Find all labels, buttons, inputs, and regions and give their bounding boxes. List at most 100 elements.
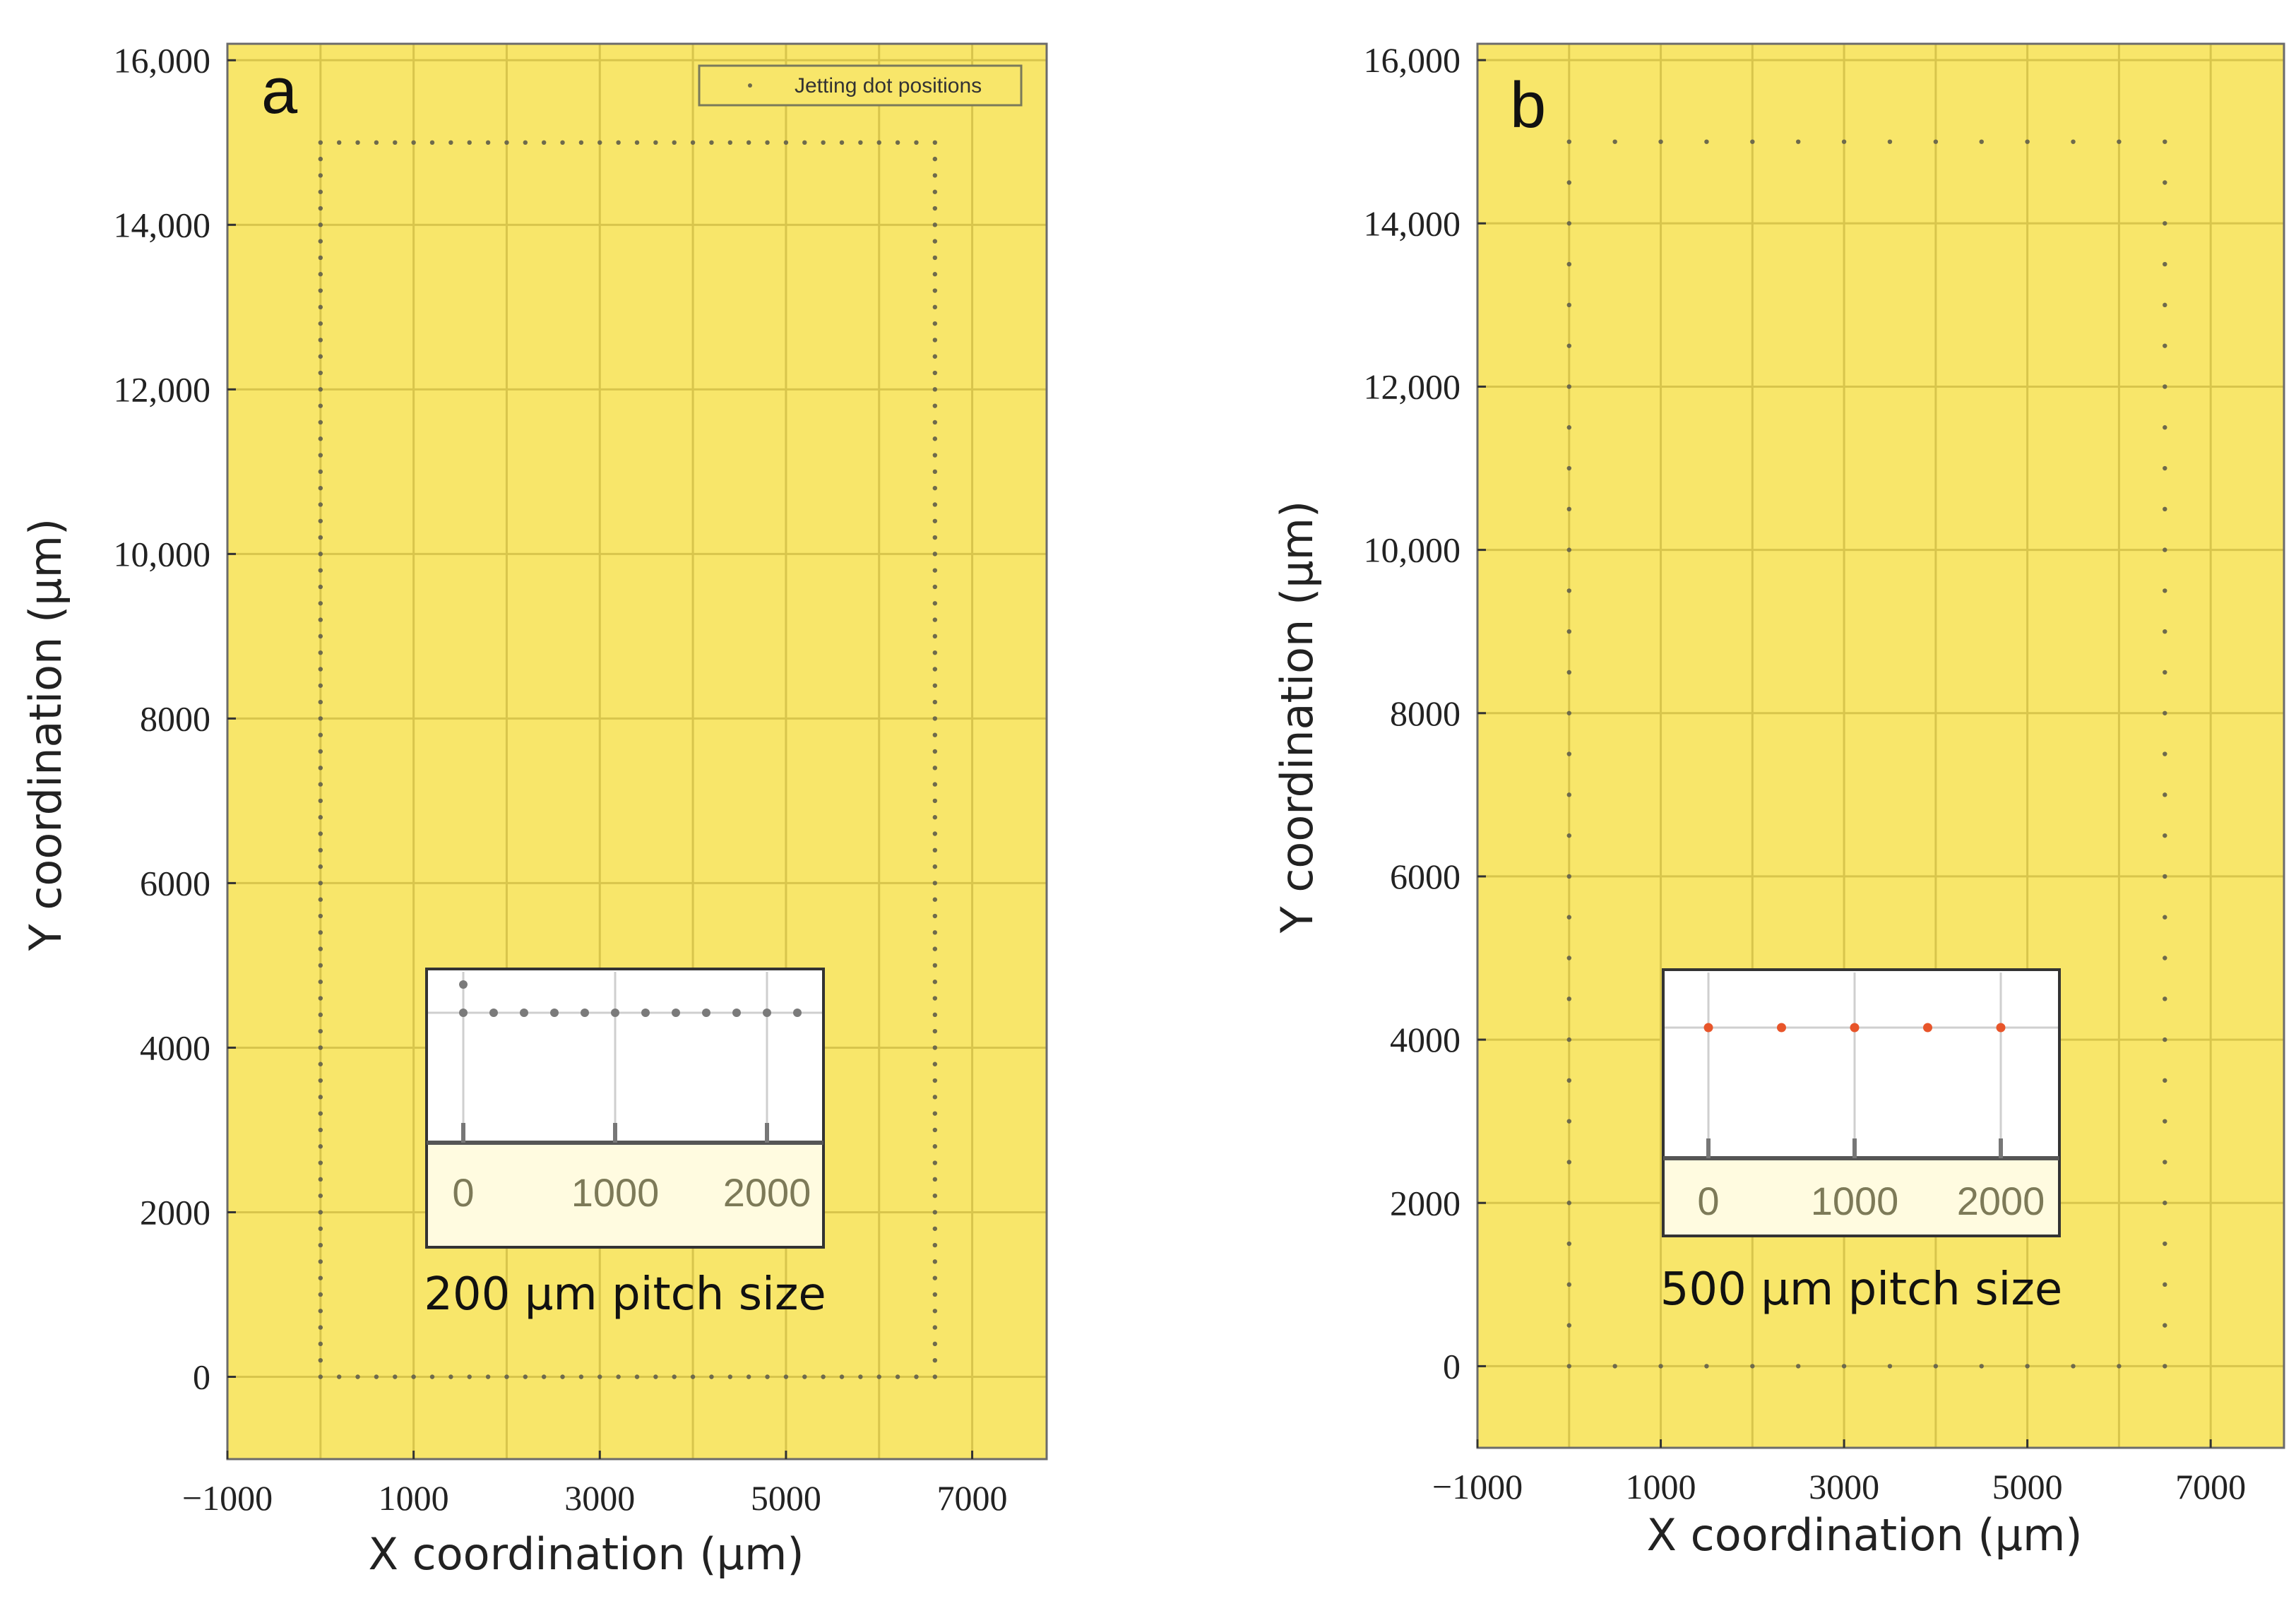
legend-box	[698, 64, 1023, 107]
jetting-dot	[746, 1374, 751, 1379]
jetting-dot	[2163, 915, 2167, 920]
jetting-dot	[2117, 139, 2122, 144]
y-ticks-b: 0 2000 4000 6000 8000 10,000 12,000 14,000 16,00…	[1364, 40, 1486, 1386]
jetting-dot	[1612, 139, 1617, 144]
jetting-dot	[932, 1177, 938, 1182]
y-tick-label: 10,000	[114, 534, 211, 573]
jetting-dot	[932, 716, 938, 721]
inset-tick-label: 1000	[571, 1170, 660, 1215]
jetting-dot	[2163, 670, 2167, 675]
inset-tick-label: 0	[1697, 1179, 1719, 1223]
jetting-dot	[2025, 139, 2030, 144]
jetting-dot	[932, 1078, 938, 1083]
jetting-dot	[932, 749, 938, 754]
jetting-dot	[2163, 1282, 2167, 1287]
jetting-dot	[1979, 139, 1984, 144]
jetting-dot	[318, 568, 323, 573]
jetting-dot	[690, 1374, 696, 1379]
jetting-dot	[2071, 139, 2076, 144]
jetting-dot	[318, 699, 323, 705]
jetting-dot	[318, 1078, 323, 1083]
jetting-dot	[318, 798, 323, 804]
y-tick-label: 12,000	[114, 369, 211, 409]
jetting-dot	[1979, 1364, 1984, 1369]
jetting-dot	[839, 1374, 845, 1379]
jetting-dot	[578, 140, 584, 145]
inset-dot	[702, 1009, 710, 1017]
jetting-dot	[2163, 956, 2167, 960]
y-ticks-a: 0 2000 4000 6000 8000 10,000 12,000 14,000 16,00…	[114, 40, 236, 1396]
jetting-dot	[318, 650, 323, 655]
jetting-dot	[2163, 997, 2167, 1001]
jetting-dot	[765, 140, 770, 145]
jetting-dot	[1566, 1282, 1571, 1287]
jetting-dot	[932, 798, 938, 804]
inset-dot	[489, 1009, 498, 1017]
jetting-dot	[318, 189, 323, 194]
jetting-dot	[318, 1045, 323, 1050]
jetting-dot	[318, 1160, 323, 1165]
y-tick-label: 0	[1443, 1346, 1461, 1386]
jetting-dot	[653, 140, 658, 145]
dot-layer-a	[318, 140, 938, 1379]
inset-dot	[793, 1009, 802, 1017]
jetting-dot	[932, 420, 938, 425]
jetting-dot	[318, 420, 323, 425]
jetting-dot	[2025, 1364, 2030, 1369]
jetting-dot	[393, 140, 398, 145]
jetting-dot	[318, 239, 323, 244]
jetting-dot	[2163, 792, 2167, 797]
jetting-dot	[2163, 384, 2167, 389]
inset-dot	[459, 1009, 468, 1017]
jetting-dot	[2117, 1364, 2122, 1369]
jetting-dot	[932, 1259, 938, 1264]
jetting-dot	[318, 634, 323, 639]
jetting-dot	[932, 650, 938, 655]
jetting-dot	[429, 1374, 435, 1379]
jetting-dot	[932, 255, 938, 261]
jetting-dot	[2163, 139, 2167, 144]
jetting-dot	[318, 453, 323, 458]
jetting-dot	[932, 469, 938, 475]
jetting-dot	[318, 1095, 323, 1100]
jetting-dot	[727, 140, 733, 145]
x-tick-label: 1000	[379, 1478, 449, 1518]
jetting-dot	[932, 502, 938, 507]
jetting-dot	[932, 1275, 938, 1280]
x-tick-label: 3000	[1809, 1467, 1879, 1506]
jetting-dot	[1933, 1364, 1939, 1369]
jetting-dot	[1566, 547, 1571, 552]
jetting-dot	[318, 749, 323, 754]
y-tick-label: 12,000	[1364, 367, 1461, 406]
jetting-dot	[374, 1374, 379, 1379]
jetting-dot	[318, 732, 323, 737]
jetting-dot	[2163, 1078, 2167, 1083]
jetting-dot	[2163, 1160, 2167, 1165]
inset-tick-label: 1000	[1811, 1179, 1899, 1223]
jetting-dot	[821, 1374, 826, 1379]
jetting-dot	[1750, 139, 1755, 144]
jetting-dot	[523, 140, 528, 145]
jetting-dot	[932, 782, 938, 787]
jetting-dot	[318, 716, 323, 721]
jetting-dot	[932, 683, 938, 688]
jetting-dot	[318, 1292, 323, 1297]
inset-dot	[611, 1009, 619, 1017]
inset-tick-label: 2000	[1957, 1179, 2045, 1223]
jetting-dot	[1704, 139, 1709, 144]
jetting-dot	[932, 321, 938, 326]
jetting-dot	[932, 617, 938, 622]
jetting-dot	[318, 617, 323, 622]
jetting-dot	[932, 1061, 938, 1066]
jetting-dot	[318, 518, 323, 523]
inset-dot	[672, 1009, 680, 1017]
jetting-dot	[932, 1374, 938, 1379]
jetting-dot	[932, 1012, 938, 1018]
inset-a: 0 1000 2000 200 µm pitch size	[424, 968, 826, 1321]
jetting-dot	[2163, 629, 2167, 634]
jetting-dot	[318, 338, 323, 343]
jetting-dot	[1566, 139, 1571, 144]
jetting-dot	[1612, 1364, 1617, 1369]
jetting-dot	[318, 502, 323, 507]
jetting-dot	[727, 1374, 733, 1379]
